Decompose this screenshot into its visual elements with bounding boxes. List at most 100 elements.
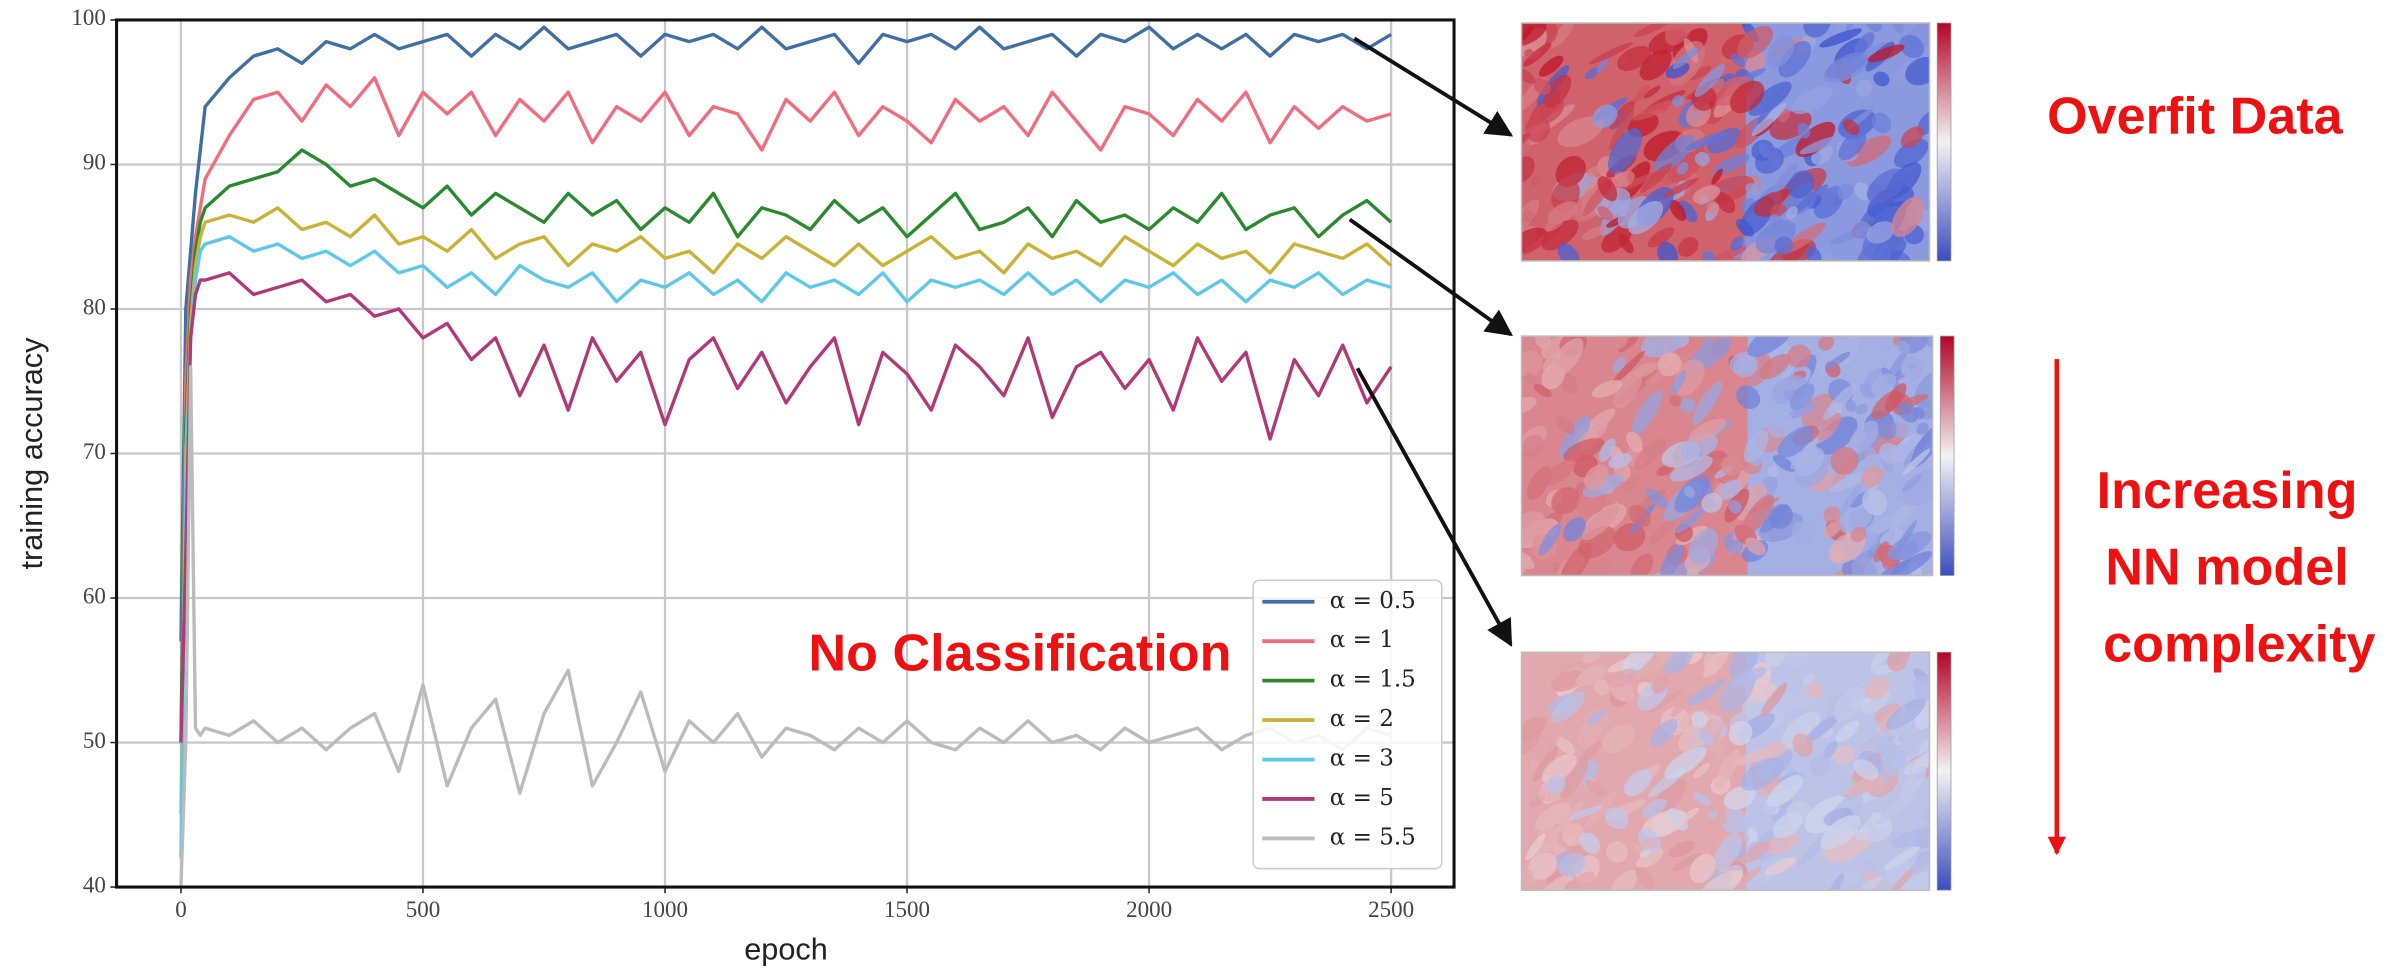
heatmap-blob bbox=[1542, 874, 1573, 891]
heatmap-blob bbox=[1633, 362, 1659, 378]
heatmap-blob bbox=[1828, 873, 1844, 891]
series-line bbox=[179, 365, 1392, 888]
heatmap-blob bbox=[1799, 135, 1843, 155]
annotation: NN model bbox=[2105, 539, 2348, 597]
heatmap-blob bbox=[1741, 494, 1775, 535]
heatmap-blob bbox=[1861, 465, 1884, 488]
legend-label: α = 0.5 bbox=[1330, 588, 1416, 614]
heatmap-blob bbox=[1713, 833, 1742, 871]
heatmap-blob bbox=[1664, 23, 1696, 46]
heatmap-blob bbox=[1608, 128, 1642, 174]
heatmap-blob bbox=[1650, 718, 1678, 747]
heatmap-blob bbox=[1559, 415, 1591, 460]
heatmap-blob bbox=[1521, 66, 1536, 84]
heatmap-blob bbox=[1873, 71, 1890, 87]
heatmap-blob bbox=[1692, 791, 1712, 806]
heatmap-blob bbox=[1786, 402, 1819, 420]
y-tick-label: 40 bbox=[83, 871, 106, 897]
heatmap-blob bbox=[1729, 652, 1760, 679]
heatmap-blob bbox=[1665, 62, 1690, 79]
heatmap-blob bbox=[1608, 453, 1632, 469]
heatmap-blob bbox=[1714, 749, 1740, 790]
annotation: complexity bbox=[2103, 615, 2375, 673]
heatmap-blob bbox=[1692, 185, 1721, 204]
heatmap-blob bbox=[1897, 340, 1911, 354]
heatmap-blob bbox=[1689, 853, 1716, 884]
heatmap-blob bbox=[1842, 119, 1860, 136]
heatmap-blob bbox=[1839, 507, 1873, 534]
heatmap-blob bbox=[1613, 369, 1643, 409]
heatmap-blob bbox=[1557, 116, 1604, 148]
heatmap-blob bbox=[1521, 716, 1543, 756]
heatmap-blob bbox=[1538, 523, 1562, 556]
heatmap-blob bbox=[1805, 714, 1839, 743]
heatmap-blob bbox=[1651, 675, 1669, 694]
heatmap-blob bbox=[1616, 171, 1635, 188]
heatmap-blob bbox=[1900, 356, 1924, 380]
heatmap-blob bbox=[1543, 74, 1572, 108]
heatmap-blob bbox=[1675, 507, 1706, 534]
heatmap-blob bbox=[1790, 749, 1824, 780]
heatmap-blob bbox=[1618, 336, 1640, 353]
heatmap-blob bbox=[1530, 175, 1541, 187]
heatmap-blob bbox=[1825, 351, 1851, 370]
heatmap-blob bbox=[1882, 558, 1895, 571]
heatmap-blob bbox=[1900, 766, 1927, 801]
heatmap-blob bbox=[1657, 241, 1679, 261]
heatmap-blob bbox=[1866, 168, 1908, 203]
heatmap-blob bbox=[1747, 827, 1759, 842]
heatmap-blob bbox=[1521, 396, 1537, 414]
heatmap-blob bbox=[1630, 553, 1654, 576]
heatmap-blob bbox=[1521, 511, 1546, 546]
heatmap-blob bbox=[1765, 652, 1789, 667]
heatmap-blob bbox=[1802, 673, 1816, 685]
heatmap-blob bbox=[1670, 370, 1687, 395]
heatmap-blob bbox=[1669, 395, 1682, 407]
heatmap-blob bbox=[1746, 682, 1778, 703]
heatmap-blob bbox=[1641, 336, 1686, 358]
heatmap-blob bbox=[1664, 652, 1693, 674]
heatmap-blob bbox=[1851, 557, 1877, 576]
heatmap-blob bbox=[1664, 746, 1707, 779]
heatmap-blob bbox=[1671, 95, 1685, 107]
heatmap-blob bbox=[1741, 841, 1771, 863]
heatmap-blob bbox=[1806, 246, 1822, 261]
heatmap-blob bbox=[1766, 831, 1799, 856]
heatmap-blob bbox=[1653, 135, 1695, 173]
heatmap-blob bbox=[1677, 236, 1699, 257]
heatmap-blob bbox=[1544, 215, 1565, 232]
heatmap-blob bbox=[1795, 447, 1825, 477]
heatmap-blob bbox=[1883, 846, 1920, 870]
heatmap-blob bbox=[1541, 219, 1579, 251]
heatmap-blob bbox=[1586, 166, 1601, 178]
heatmap-blob bbox=[1676, 807, 1700, 825]
heatmap-blob bbox=[1688, 418, 1727, 443]
heatmap-blob bbox=[1898, 402, 1918, 423]
heatmap-blob bbox=[1621, 652, 1659, 676]
heatmap-blob bbox=[1707, 810, 1719, 819]
heatmap-frame bbox=[1520, 651, 1931, 891]
heatmap-blob bbox=[1521, 350, 1543, 377]
heatmap-blob bbox=[1671, 853, 1702, 872]
heatmap-blob bbox=[1542, 754, 1577, 783]
heatmap-blob bbox=[1563, 438, 1605, 462]
heatmap-blob bbox=[1871, 112, 1892, 134]
heatmap-blob bbox=[1891, 826, 1930, 848]
heatmap-blob bbox=[1609, 869, 1638, 891]
heatmap-blob bbox=[1583, 464, 1609, 491]
heatmap-blob bbox=[1728, 720, 1753, 746]
heatmap-blob bbox=[1554, 736, 1576, 755]
heatmap-blob bbox=[1816, 416, 1858, 455]
legend-label: α = 5.5 bbox=[1330, 824, 1416, 850]
heatmap-blob bbox=[1672, 47, 1699, 69]
heatmap-blob bbox=[1733, 354, 1759, 378]
heatmap-blob bbox=[1903, 754, 1930, 776]
heatmap-blob bbox=[1683, 486, 1695, 498]
heatmap-blob bbox=[1524, 48, 1534, 59]
heatmap-blob bbox=[1618, 233, 1634, 254]
heatmap-blob bbox=[1582, 652, 1601, 664]
heatmap-blob bbox=[1867, 44, 1905, 63]
heatmap-blob bbox=[1523, 42, 1552, 67]
heatmap-blob bbox=[1823, 520, 1841, 538]
